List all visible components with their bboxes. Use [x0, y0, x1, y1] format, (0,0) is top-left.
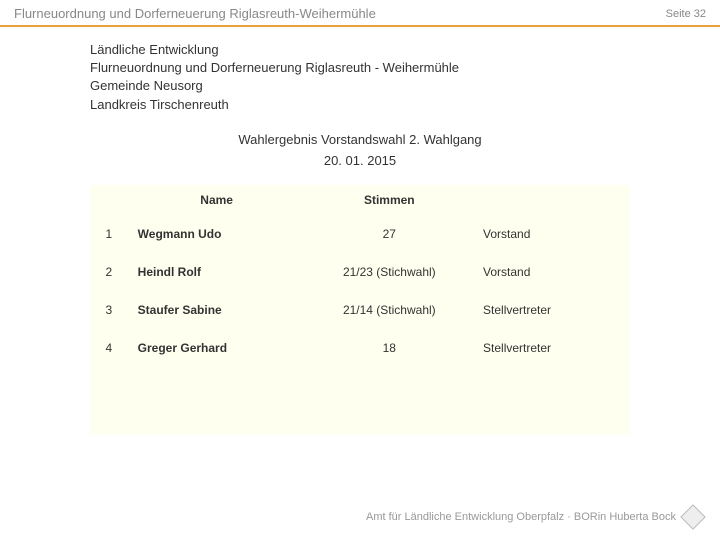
table-row: 4 Greger Gerhard 18 Stellvertreter	[90, 329, 630, 367]
col-rank	[90, 185, 128, 215]
cell-votes: 21/14 (Stichwahl)	[306, 291, 473, 329]
header-page-number: Seite 32	[666, 8, 706, 20]
section-title: Wahlergebnis Vorstandswahl 2. Wahlgang	[0, 130, 720, 151]
cell-votes: 18	[306, 329, 473, 367]
cell-rank: 3	[90, 291, 128, 329]
table-row: 3 Staufer Sabine 21/14 (Stichwahl) Stell…	[90, 291, 630, 329]
cell-role: Stellvertreter	[473, 291, 630, 329]
cell-name: Heindl Rolf	[128, 253, 306, 291]
table-row-empty	[90, 401, 630, 435]
cell-role: Vorstand	[473, 253, 630, 291]
page-footer: Amt für Ländliche Entwicklung Oberpfalz …	[366, 508, 702, 526]
results-table: Name Stimmen 1 Wegmann Udo 27 Vorstand 2…	[90, 185, 630, 435]
cell-rank: 2	[90, 253, 128, 291]
cell-name: Greger Gerhard	[128, 329, 306, 367]
cell-role: Stellvertreter	[473, 329, 630, 367]
cell-rank: 1	[90, 215, 128, 253]
results-table-wrap: Name Stimmen 1 Wegmann Udo 27 Vorstand 2…	[90, 185, 630, 435]
subheader-line: Landkreis Tirschenreuth	[90, 96, 720, 114]
table-header-row: Name Stimmen	[90, 185, 630, 215]
subheader-line: Gemeinde Neusorg	[90, 77, 720, 95]
logo-icon	[680, 504, 705, 529]
subheader-line: Flurneuordnung und Dorferneuerung Riglas…	[90, 59, 720, 77]
cell-role: Vorstand	[473, 215, 630, 253]
footer-text: Amt für Ländliche Entwicklung Oberpfalz …	[366, 511, 676, 523]
page-header: Flurneuordnung und Dorferneuerung Riglas…	[0, 0, 720, 27]
subheader-line: Ländliche Entwicklung	[90, 41, 720, 59]
table-row-empty	[90, 367, 630, 401]
subheader-block: Ländliche Entwicklung Flurneuordnung und…	[0, 27, 720, 124]
section-title-block: Wahlergebnis Vorstandswahl 2. Wahlgang 2…	[0, 130, 720, 172]
cell-votes: 27	[306, 215, 473, 253]
table-row: 2 Heindl Rolf 21/23 (Stichwahl) Vorstand	[90, 253, 630, 291]
col-votes: Stimmen	[306, 185, 473, 215]
section-date: 20. 01. 2015	[0, 151, 720, 172]
cell-name: Staufer Sabine	[128, 291, 306, 329]
col-role	[473, 185, 630, 215]
cell-rank: 4	[90, 329, 128, 367]
cell-name: Wegmann Udo	[128, 215, 306, 253]
table-row: 1 Wegmann Udo 27 Vorstand	[90, 215, 630, 253]
header-title: Flurneuordnung und Dorferneuerung Riglas…	[14, 6, 376, 21]
cell-votes: 21/23 (Stichwahl)	[306, 253, 473, 291]
col-name: Name	[128, 185, 306, 215]
